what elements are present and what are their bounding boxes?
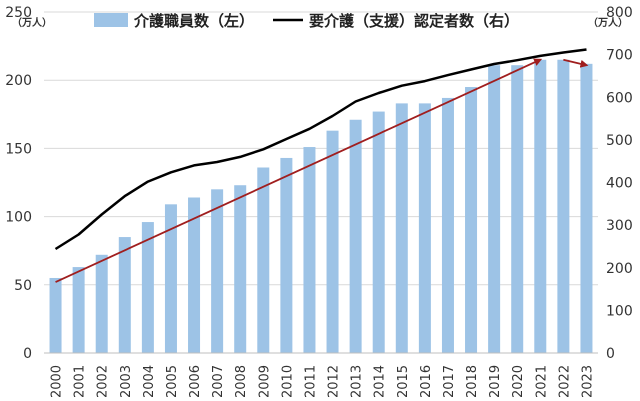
legend-bar-label: 介護職員数（左） — [133, 12, 254, 30]
x-tick-label: 2008 — [234, 365, 249, 398]
right-tick-label: 800 — [606, 5, 633, 21]
bar-2021 — [534, 59, 547, 354]
bar-2001 — [72, 267, 85, 353]
bar-2017 — [441, 97, 454, 353]
bar-2010 — [280, 157, 293, 353]
bar-2006 — [188, 197, 201, 353]
x-tick-label: 2012 — [327, 365, 342, 398]
x-tick-label: 2014 — [373, 365, 388, 398]
bar-2007 — [211, 189, 224, 353]
right-tick-label: 700 — [606, 48, 633, 64]
line-series — [54, 48, 587, 251]
bar-2011 — [303, 147, 316, 353]
bar-2016 — [418, 103, 431, 353]
x-tick-label: 2019 — [488, 365, 503, 398]
x-tick-label: 2003 — [119, 365, 134, 398]
x-tick-label: 2011 — [303, 365, 318, 398]
right-tick-label: 0 — [606, 346, 615, 362]
left-tick-label: 250 — [5, 5, 32, 21]
legend-line-label: 要介護（支援）認定者数（右） — [309, 12, 519, 30]
right-tick-label: 600 — [606, 90, 633, 106]
x-tick-label: 2021 — [534, 365, 549, 398]
bar-2009 — [257, 167, 270, 353]
bar-2023 — [580, 63, 593, 353]
bar-2002 — [95, 254, 108, 353]
x-tick-label: 2013 — [350, 365, 365, 398]
legend-bar-swatch — [94, 13, 128, 27]
x-tick-label: 2005 — [165, 365, 180, 398]
right-tick-label: 200 — [606, 261, 633, 277]
x-tick-label: 2017 — [442, 365, 457, 398]
bar-2015 — [395, 103, 408, 353]
bar-2019 — [488, 65, 501, 354]
x-tick-label: 2001 — [73, 365, 88, 398]
x-tick-label: 2023 — [580, 365, 595, 398]
right-tick-label: 100 — [606, 303, 633, 319]
bar-2018 — [465, 87, 478, 354]
left-tick-label: 0 — [23, 346, 32, 362]
left-tick-label: 200 — [5, 73, 32, 89]
x-tick-label: 2015 — [396, 365, 411, 398]
bar-2003 — [118, 237, 131, 353]
x-tick-label: 2022 — [557, 365, 572, 398]
bar-2020 — [511, 65, 524, 354]
x-tick-label: 2018 — [465, 365, 480, 398]
right-tick-label: 400 — [606, 176, 633, 192]
x-tick-label: 2004 — [142, 365, 157, 398]
bar-2012 — [326, 130, 339, 353]
line-series-path — [54, 48, 587, 251]
bar-2005 — [164, 204, 177, 353]
x-tick-label: 2002 — [96, 365, 111, 398]
left-tick-label: 150 — [5, 141, 32, 157]
bar-2022 — [557, 59, 570, 354]
bar-2000 — [49, 277, 62, 353]
annotations — [55, 58, 589, 283]
bar-2013 — [349, 119, 362, 353]
right-tick-label: 500 — [606, 133, 633, 149]
trend-arrow-2 — [563, 58, 589, 68]
legend: 介護職員数（左） 要介護（支援）認定者数（右） — [94, 12, 519, 30]
x-tick-label: 2010 — [280, 365, 295, 398]
x-tick-label: 2020 — [511, 365, 526, 398]
x-tick-label: 2000 — [50, 365, 65, 398]
trend-arrow-1 — [55, 58, 543, 283]
x-tick-label: 2006 — [188, 365, 203, 398]
bar-2004 — [141, 222, 154, 353]
right-tick-label: 300 — [606, 218, 633, 234]
right-axis-unit: （万人） — [588, 16, 628, 29]
x-tick-label: 2009 — [257, 365, 272, 398]
bar-2008 — [234, 185, 247, 353]
left-tick-label: 50 — [14, 278, 32, 294]
left-axis-unit: （万人） — [12, 16, 52, 29]
axes: 0 50 100 150 200 250 0 100 200 300 400 500 600 700 800… — [5, 5, 632, 398]
x-tick-label: 2007 — [211, 365, 226, 398]
bar-2014 — [372, 111, 385, 354]
gridlines — [44, 11, 598, 286]
bar-series — [49, 59, 593, 354]
left-tick-label: 100 — [5, 210, 32, 226]
x-tick-label: 2016 — [419, 365, 434, 398]
